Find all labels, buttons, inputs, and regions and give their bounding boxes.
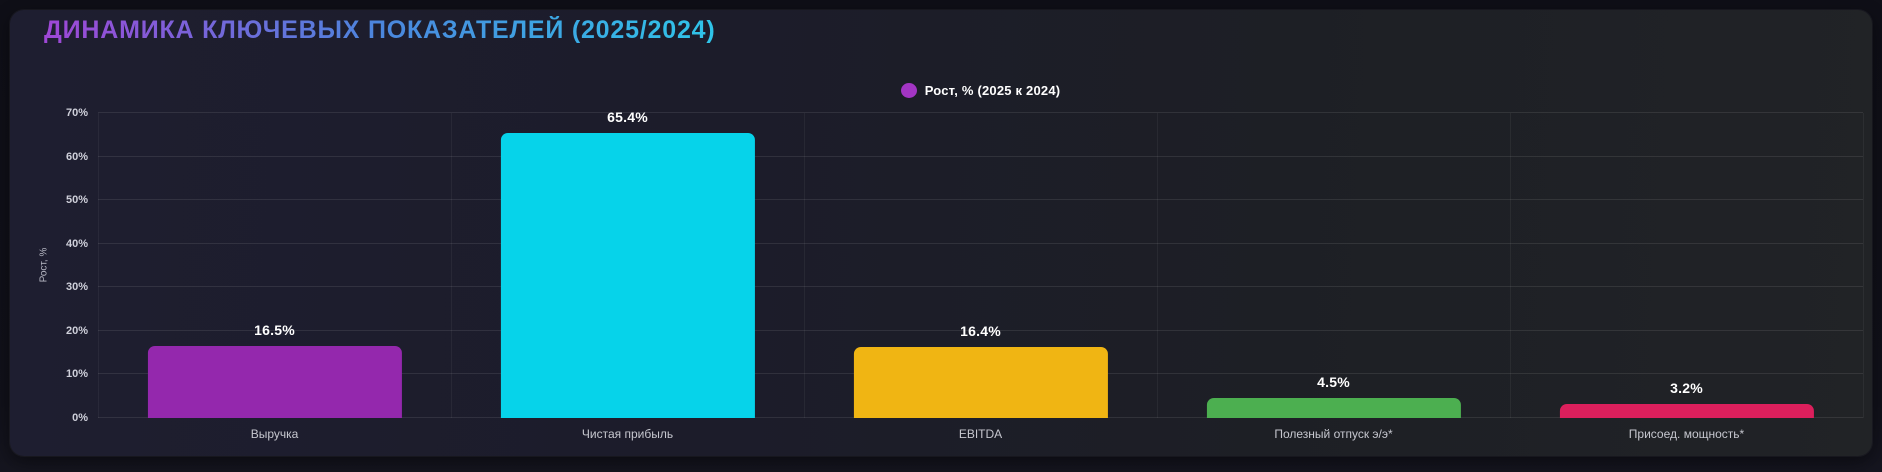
- h-gridline: [98, 242, 1863, 244]
- legend: Рост, % (2025 к 2024): [98, 83, 1863, 98]
- category-label: EBITDA: [958, 427, 1003, 441]
- bar-slot: 65.4%: [451, 109, 804, 418]
- bar-value-label: 16.4%: [960, 322, 1001, 339]
- y-axis-title: Рост, %: [38, 247, 50, 283]
- legend-marker-dot: [900, 83, 917, 98]
- category-label: Чистая прибыль: [581, 427, 674, 441]
- h-gridline: [98, 286, 1863, 288]
- h-gridline: [98, 329, 1863, 331]
- v-gridline: [1510, 113, 1511, 418]
- bar-slot: 4.5%: [1157, 113, 1510, 418]
- plot-area: 0% 10% 20% 30% 40% 50% 60% 70% 16.5% Выручка 65.4%…: [66, 107, 1864, 441]
- bar-slot: 16.5%: [98, 113, 451, 418]
- v-gridline: [804, 113, 805, 418]
- y-tick-label: 50%: [65, 194, 88, 207]
- bar-value-label: 65.4%: [607, 109, 648, 126]
- chart-card: ДИНАМИКА КЛЮЧЕВЫХ ПОКАЗАТЕЛЕЙ (2025/2024…: [10, 10, 1872, 456]
- bar-value-label: 4.5%: [1317, 374, 1350, 391]
- bar: [1206, 398, 1461, 418]
- bar: [147, 346, 402, 418]
- v-gridline: [451, 113, 452, 418]
- v-gridline: [1863, 113, 1864, 418]
- category-label: Присоед. мощность*: [1628, 427, 1745, 441]
- legend-label: Рост, % (2025 к 2024): [924, 83, 1061, 98]
- h-gridline: [98, 155, 1863, 157]
- bar-value-label: 16.5%: [254, 322, 295, 339]
- y-tick-label: 20%: [65, 324, 88, 337]
- y-tick-label: 30%: [65, 281, 88, 294]
- bar: [853, 346, 1108, 418]
- bar: [1559, 404, 1814, 418]
- bar: [500, 133, 755, 418]
- bar-value-label: 3.2%: [1670, 380, 1703, 397]
- h-gridline: [98, 199, 1863, 201]
- y-tick-label: 60%: [65, 150, 88, 163]
- v-gridline: [98, 113, 99, 418]
- bar-chart: Рост, % 0% 10% 20% 30% 40% 50% 60% 70% 16.5% Выру…: [10, 10, 1872, 456]
- category-label: Полезный отпуск э/э*: [1274, 427, 1393, 441]
- v-gridline: [1157, 113, 1158, 418]
- h-gridline: [98, 112, 1863, 113]
- category-label: Выручка: [250, 427, 299, 441]
- bar-slot: 16.4%: [804, 113, 1157, 418]
- y-tick-label: 40%: [65, 237, 88, 250]
- y-tick-label: 0%: [72, 412, 88, 424]
- chart-title: ДИНАМИКА КЛЮЧЕВЫХ ПОКАЗАТЕЛЕЙ (2025/2024…: [44, 16, 716, 44]
- y-tick-label: 70%: [65, 107, 88, 119]
- y-tick-label: 10%: [65, 368, 88, 381]
- bar-slot: 3.2%: [1510, 113, 1863, 418]
